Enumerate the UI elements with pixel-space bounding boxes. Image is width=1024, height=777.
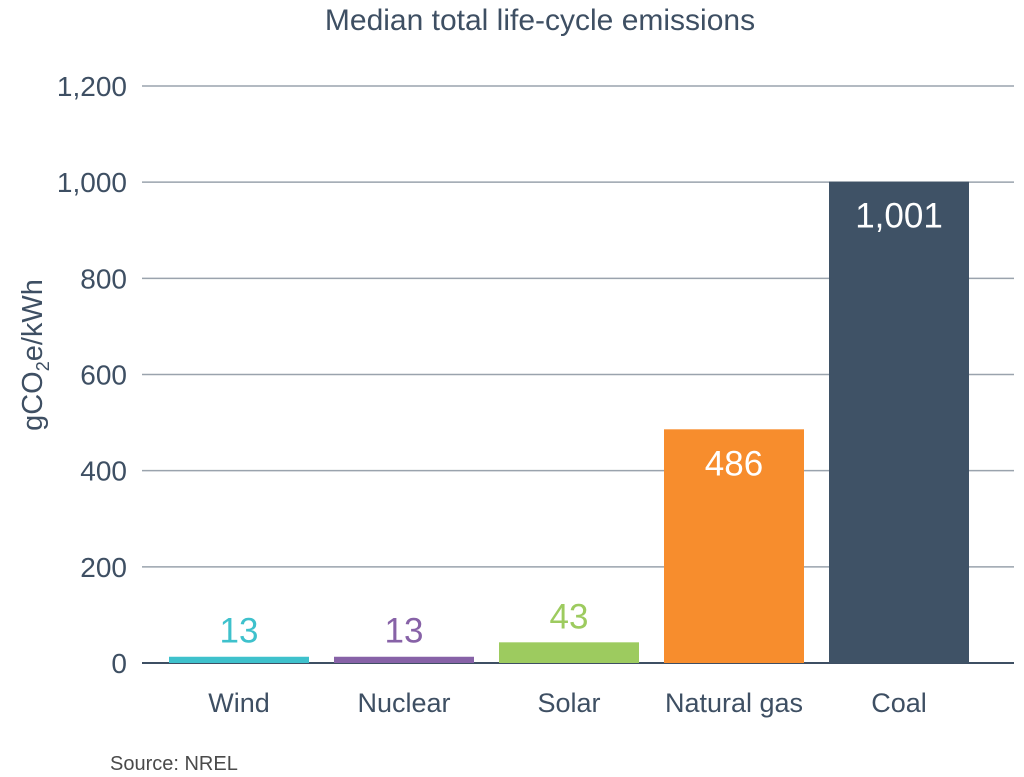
y-tick-label: 0 (111, 648, 127, 679)
y-axis-label-subscript: 2 (33, 361, 53, 371)
chart-title: Median total life-cycle emissions (325, 4, 755, 37)
data-label: 43 (550, 597, 589, 636)
data-labels: 13 13 43 486 1,001 (220, 197, 943, 651)
source-note: Source: NREL (110, 753, 238, 775)
y-axis-label-pre: gCO (17, 371, 49, 431)
x-category-label: Coal (871, 688, 927, 718)
x-category-label: Natural gas (665, 688, 803, 718)
y-tick-label: 200 (80, 552, 127, 583)
y-tick-label: 1,000 (57, 167, 127, 198)
y-tick-label: 800 (80, 263, 127, 294)
data-label: 13 (220, 612, 259, 651)
y-tick-label: 400 (80, 456, 127, 487)
y-tick-label: 600 (80, 360, 127, 391)
data-label: 486 (705, 444, 763, 483)
x-category-label: Wind (208, 688, 270, 718)
y-axis-label-post: e/kWh (17, 279, 49, 361)
y-axis-ticks: 0 200 400 600 800 1,000 1,200 (57, 71, 127, 679)
y-axis-label: gCO2e/kWh (17, 279, 53, 431)
bar-coal (829, 181, 969, 663)
bar-solar (499, 642, 639, 663)
x-axis-categories: Wind Nuclear Solar Natural gas Coal (208, 688, 927, 718)
bar-natural-gas (664, 429, 804, 663)
bar-nuclear (334, 656, 474, 663)
y-tick-label: 1,200 (57, 71, 127, 102)
data-label: 1,001 (855, 197, 943, 236)
x-category-label: Solar (537, 688, 600, 718)
x-category-label: Nuclear (357, 688, 450, 718)
bar-wind (169, 656, 309, 663)
bars (169, 181, 969, 663)
data-label: 13 (385, 612, 424, 651)
